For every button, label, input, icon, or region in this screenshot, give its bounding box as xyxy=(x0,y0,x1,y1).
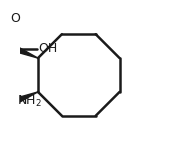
Text: O: O xyxy=(10,12,20,25)
Polygon shape xyxy=(14,46,38,58)
Text: OH: OH xyxy=(38,42,57,55)
Polygon shape xyxy=(14,92,38,104)
Text: NH$_2$: NH$_2$ xyxy=(17,94,42,109)
